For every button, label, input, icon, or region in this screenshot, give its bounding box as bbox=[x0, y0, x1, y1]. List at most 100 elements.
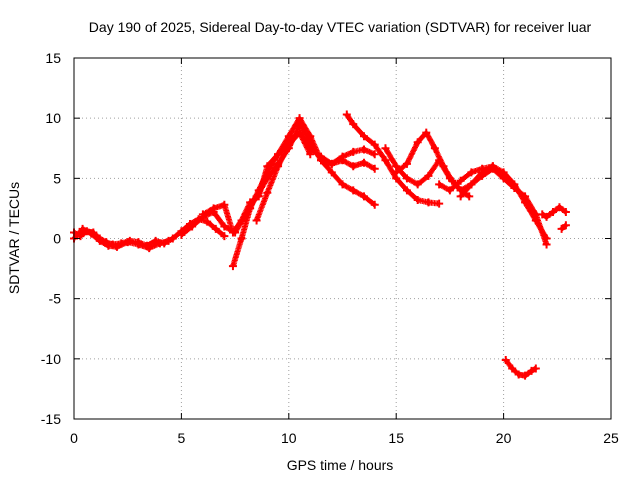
data-point bbox=[145, 244, 154, 253]
data-point bbox=[467, 168, 476, 177]
data-point bbox=[342, 110, 351, 119]
series-arc-6 bbox=[252, 128, 379, 225]
data-point bbox=[488, 164, 497, 173]
data-point bbox=[203, 217, 212, 226]
data-point bbox=[499, 174, 508, 183]
data-point bbox=[274, 162, 283, 171]
x-axis-label: GPS time / hours bbox=[287, 457, 394, 473]
data-point bbox=[402, 174, 411, 183]
data-point bbox=[155, 239, 164, 248]
data-point bbox=[359, 145, 368, 154]
data-point bbox=[349, 147, 358, 156]
data-point bbox=[542, 212, 551, 221]
data-point bbox=[104, 241, 113, 250]
axis-ticks: 0 5 10 15 20 25 -15 -10 -5 0 5 10 15 bbox=[41, 50, 619, 446]
data-point bbox=[95, 236, 104, 245]
series-arc-9 bbox=[392, 128, 474, 201]
data-point bbox=[349, 186, 358, 195]
data-point bbox=[220, 200, 229, 209]
data-point bbox=[538, 210, 547, 219]
y-tick-label: 10 bbox=[45, 110, 61, 126]
data-point bbox=[306, 144, 315, 153]
data-point bbox=[448, 176, 457, 185]
data-point bbox=[413, 180, 422, 189]
data-point bbox=[392, 168, 401, 177]
data-point bbox=[78, 224, 87, 233]
data-point bbox=[87, 229, 96, 238]
data-point bbox=[112, 242, 121, 251]
data-point bbox=[274, 150, 283, 159]
data-point bbox=[510, 183, 519, 192]
x-tick-label: 20 bbox=[496, 430, 512, 446]
data-point bbox=[198, 210, 207, 219]
x-tick-label: 15 bbox=[388, 430, 404, 446]
series-arc-5 bbox=[228, 114, 379, 271]
data-point bbox=[413, 138, 422, 147]
data-point bbox=[521, 192, 530, 201]
data-point bbox=[456, 176, 465, 185]
data-point bbox=[413, 195, 422, 204]
data-point bbox=[402, 159, 411, 168]
series-arc-12 bbox=[538, 203, 570, 221]
data-point bbox=[508, 364, 517, 373]
data-point bbox=[246, 204, 255, 213]
data-point bbox=[359, 132, 368, 141]
data-point bbox=[435, 199, 444, 208]
y-tick-label: 5 bbox=[53, 170, 61, 186]
data-point bbox=[263, 188, 272, 197]
data-point bbox=[327, 168, 336, 177]
series-arc-7 bbox=[342, 110, 444, 208]
data-point bbox=[478, 171, 487, 180]
data-point bbox=[501, 356, 510, 365]
data-point bbox=[254, 186, 263, 195]
data-point bbox=[561, 208, 570, 217]
y-tick-label: -10 bbox=[41, 351, 61, 367]
data-point bbox=[237, 234, 246, 243]
data-point bbox=[338, 152, 347, 161]
series-arc-13 bbox=[557, 221, 570, 233]
data-point bbox=[306, 132, 315, 141]
data-point bbox=[284, 132, 293, 141]
data-point bbox=[424, 171, 433, 180]
y-tick-label: 15 bbox=[45, 50, 61, 66]
data-point bbox=[478, 164, 487, 173]
data-point bbox=[188, 222, 197, 231]
data-point bbox=[177, 230, 186, 239]
series-arc-10 bbox=[435, 162, 551, 243]
data-point bbox=[211, 224, 220, 233]
data-point bbox=[521, 371, 530, 380]
data-point bbox=[220, 222, 229, 231]
data-point bbox=[370, 150, 379, 159]
x-tick-label: 10 bbox=[281, 430, 297, 446]
data-point bbox=[295, 128, 304, 137]
data-point bbox=[370, 164, 379, 173]
data-point bbox=[228, 262, 237, 271]
y-axis-label: SDTVAR / TECUs bbox=[6, 182, 22, 294]
data-point bbox=[555, 203, 564, 212]
data-point bbox=[359, 192, 368, 201]
y-tick-label: -5 bbox=[49, 291, 62, 307]
data-point bbox=[561, 221, 570, 230]
data-point bbox=[164, 236, 173, 245]
data-point bbox=[123, 238, 132, 247]
data-point bbox=[338, 180, 347, 189]
data-point bbox=[435, 180, 444, 189]
data-point bbox=[317, 152, 326, 161]
data-point bbox=[209, 204, 218, 213]
data-point bbox=[349, 120, 358, 129]
data-point bbox=[402, 186, 411, 195]
data-point bbox=[430, 144, 439, 153]
data-point bbox=[228, 228, 237, 237]
data-point bbox=[370, 200, 379, 209]
y-tick-label: -15 bbox=[41, 411, 61, 427]
x-tick-label: 0 bbox=[70, 430, 78, 446]
data-point bbox=[445, 186, 454, 195]
data-point bbox=[295, 114, 304, 123]
data-point bbox=[370, 140, 379, 149]
series-arc-14 bbox=[501, 356, 540, 380]
data-point bbox=[220, 232, 229, 241]
data-point bbox=[349, 162, 358, 171]
data-point bbox=[263, 168, 272, 177]
data-point bbox=[284, 140, 293, 149]
data-point bbox=[359, 158, 368, 167]
